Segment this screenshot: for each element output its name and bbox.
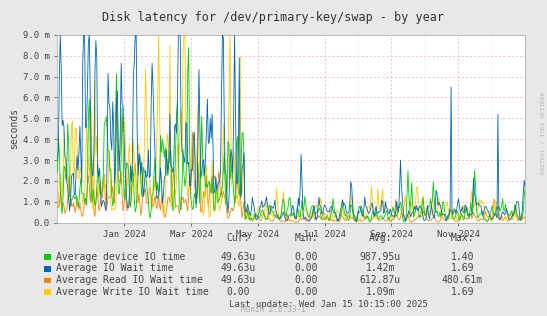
Text: 1.40: 1.40 [451,252,474,262]
Text: Average IO Wait time: Average IO Wait time [56,263,173,273]
Text: Cur:: Cur: [226,233,249,243]
Text: 0.00: 0.00 [295,287,318,297]
Text: 1.42m: 1.42m [365,263,395,273]
Text: 0.00: 0.00 [295,275,318,285]
Text: RRDTOOL / TOBI OETIKER: RRDTOOL / TOBI OETIKER [541,91,546,174]
Text: Min:: Min: [295,233,318,243]
Text: 0.00: 0.00 [226,287,249,297]
Text: 612.87u: 612.87u [359,275,401,285]
Text: 0.00: 0.00 [295,252,318,262]
Text: Max:: Max: [451,233,474,243]
Text: 1.69: 1.69 [451,263,474,273]
Text: 49.63u: 49.63u [220,275,255,285]
Y-axis label: seconds: seconds [9,108,19,149]
Text: Average Read IO Wait time: Average Read IO Wait time [56,275,203,285]
Text: Average device IO time: Average device IO time [56,252,185,262]
Text: 1.09m: 1.09m [365,287,395,297]
Text: 1.69: 1.69 [451,287,474,297]
Text: Last update: Wed Jan 15 10:15:00 2025: Last update: Wed Jan 15 10:15:00 2025 [229,300,428,309]
Text: Avg:: Avg: [369,233,392,243]
Text: 987.95u: 987.95u [359,252,401,262]
Text: 480.61m: 480.61m [441,275,483,285]
Text: 49.63u: 49.63u [220,252,255,262]
Text: Disk latency for /dev/primary-key/swap - by year: Disk latency for /dev/primary-key/swap -… [102,11,445,24]
Text: 0.00: 0.00 [295,263,318,273]
Text: Average Write IO Wait time: Average Write IO Wait time [56,287,208,297]
Text: 49.63u: 49.63u [220,263,255,273]
Text: Munin 2.0.33-1: Munin 2.0.33-1 [241,306,306,314]
